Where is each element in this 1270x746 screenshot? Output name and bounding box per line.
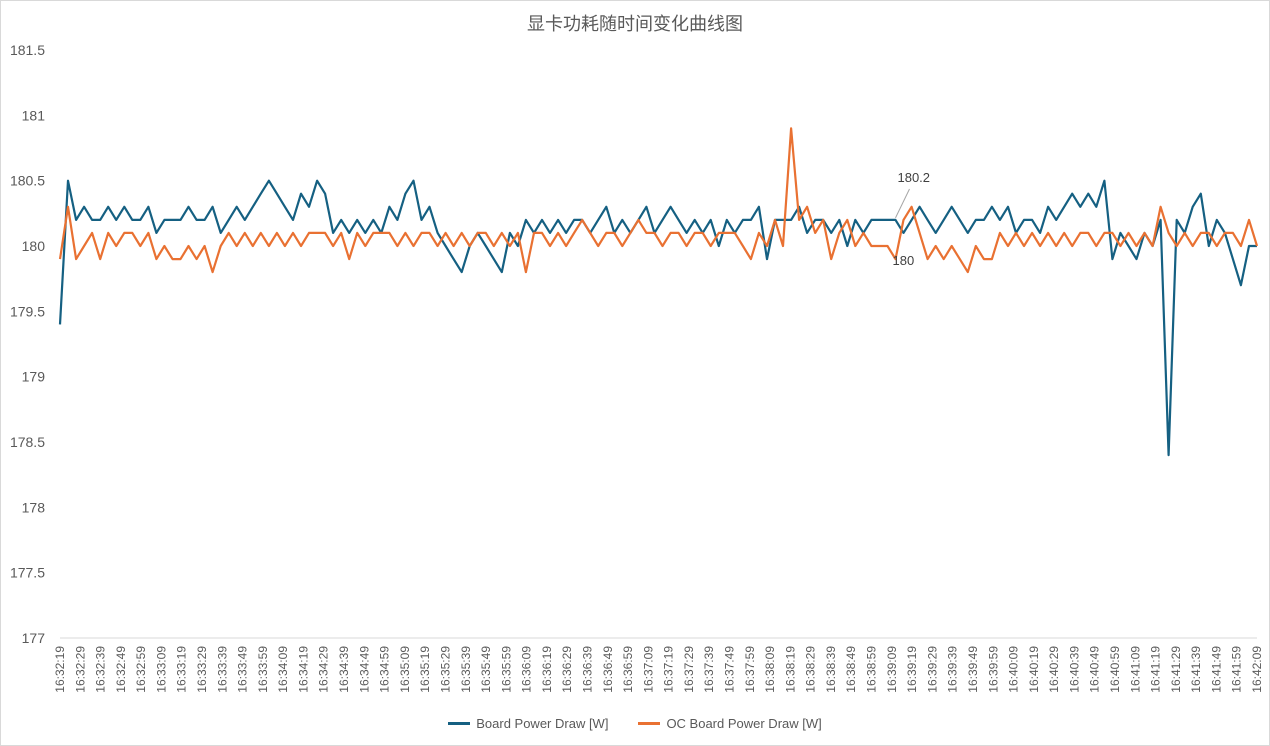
x-tick-label: 16:36:39	[580, 646, 594, 693]
x-tick-label: 16:35:49	[479, 646, 493, 693]
x-tick-label: 16:32:39	[94, 646, 108, 693]
x-tick-label: 16:40:09	[1007, 646, 1021, 693]
x-tick-label: 16:35:29	[438, 646, 452, 693]
y-tick-label: 180.5	[10, 173, 45, 189]
x-tick-label: 16:39:49	[966, 646, 980, 693]
series-line-0	[58, 179, 1257, 457]
x-tick-label: 16:37:29	[682, 646, 696, 693]
legend-label: Board Power Draw [W]	[476, 716, 609, 731]
x-tick-label: 16:34:19	[296, 646, 310, 693]
x-tick-label: 16:41:39	[1189, 646, 1203, 693]
x-tick-label: 16:34:09	[276, 646, 290, 693]
x-tick-label: 16:34:59	[378, 646, 392, 693]
x-tick-label: 16:32:49	[114, 646, 128, 693]
chart-title: 显卡功耗随时间变化曲线图	[527, 14, 743, 35]
x-tick-label: 16:39:09	[885, 646, 899, 693]
x-tick-label: 16:38:49	[844, 646, 858, 693]
x-tick-label: 16:41:19	[1149, 646, 1163, 693]
legend: Board Power Draw [W] OC Board Power Draw…	[0, 716, 1270, 731]
x-tick-label: 16:37:19	[662, 646, 676, 693]
x-tick-label: 16:35:59	[499, 646, 513, 693]
x-tick-label: 16:32:19	[53, 646, 67, 693]
x-tick-label: 16:35:39	[459, 646, 473, 693]
x-tick-label: 16:39:59	[986, 646, 1000, 693]
y-tick-label: 178.5	[10, 434, 45, 450]
x-tick-label: 16:37:09	[641, 646, 655, 693]
x-tick-label: 16:36:29	[560, 646, 574, 693]
x-tick-label: 16:40:39	[1067, 646, 1081, 693]
data-label: 180.2	[897, 170, 930, 185]
x-tick-label: 16:39:19	[905, 646, 919, 693]
legend-item-oc-board-power: OC Board Power Draw [W]	[638, 716, 822, 731]
y-tick-label: 178	[22, 499, 46, 515]
x-tick-label: 16:36:09	[520, 646, 534, 693]
y-tick-label: 177.5	[10, 565, 45, 581]
x-tick-label: 16:37:59	[743, 646, 757, 693]
x-tick-label: 16:42:09	[1250, 646, 1264, 693]
y-tick-label: 181.5	[10, 42, 45, 58]
data-label: 180	[892, 253, 914, 268]
x-tick-label: 16:33:09	[154, 646, 168, 693]
x-tick-label: 16:40:29	[1047, 646, 1061, 693]
legend-swatch	[638, 722, 661, 725]
x-tick-label: 16:35:19	[418, 646, 432, 693]
legend-swatch	[448, 722, 471, 725]
y-tick-label: 179.5	[10, 303, 45, 319]
x-tick-label: 16:33:49	[236, 646, 250, 693]
legend-label: OC Board Power Draw [W]	[666, 716, 822, 731]
x-tick-label: 16:41:49	[1209, 646, 1223, 693]
x-tick-label: 16:34:39	[337, 646, 351, 693]
x-tick-label: 16:36:59	[621, 646, 635, 693]
x-tick-label: 16:38:59	[865, 646, 879, 693]
x-tick-label: 16:33:29	[195, 646, 209, 693]
x-tick-label: 16:33:59	[256, 646, 270, 693]
x-tick-label: 16:37:49	[723, 646, 737, 693]
x-tick-label: 16:34:49	[357, 646, 371, 693]
x-tick-label: 16:39:29	[925, 646, 939, 693]
y-tick-label: 180	[22, 238, 46, 254]
y-tick-label: 177	[22, 630, 46, 646]
x-tick-label: 16:38:29	[804, 646, 818, 693]
x-tick-label: 16:41:29	[1169, 646, 1183, 693]
x-tick-label: 16:32:59	[134, 646, 148, 693]
y-tick-label: 181	[22, 107, 46, 123]
x-tick-label: 16:32:29	[73, 646, 87, 693]
x-tick-label: 16:33:19	[175, 646, 189, 693]
x-tick-label: 16:34:29	[317, 646, 331, 693]
x-tick-label: 16:40:59	[1108, 646, 1122, 693]
x-tick-label: 16:38:09	[763, 646, 777, 693]
x-tick-label: 16:35:09	[398, 646, 412, 693]
x-tick-label: 16:39:39	[946, 646, 960, 693]
x-tick-label: 16:38:19	[783, 646, 797, 693]
x-tick-label: 16:38:39	[824, 646, 838, 693]
x-tick-label: 16:40:49	[1088, 646, 1102, 693]
x-tick-label: 16:36:19	[540, 646, 554, 693]
x-tick-label: 16:41:09	[1128, 646, 1142, 693]
x-tick-label: 16:41:59	[1230, 646, 1244, 693]
legend-item-board-power: Board Power Draw [W]	[448, 716, 608, 731]
data-label-leader	[895, 188, 910, 219]
x-tick-label: 16:40:19	[1027, 646, 1041, 693]
y-tick-label: 179	[22, 369, 46, 385]
series-line-1	[58, 127, 1259, 274]
x-tick-label: 16:36:49	[601, 646, 615, 693]
x-tick-label: 16:33:39	[215, 646, 229, 693]
x-tick-label: 16:37:39	[702, 646, 716, 693]
